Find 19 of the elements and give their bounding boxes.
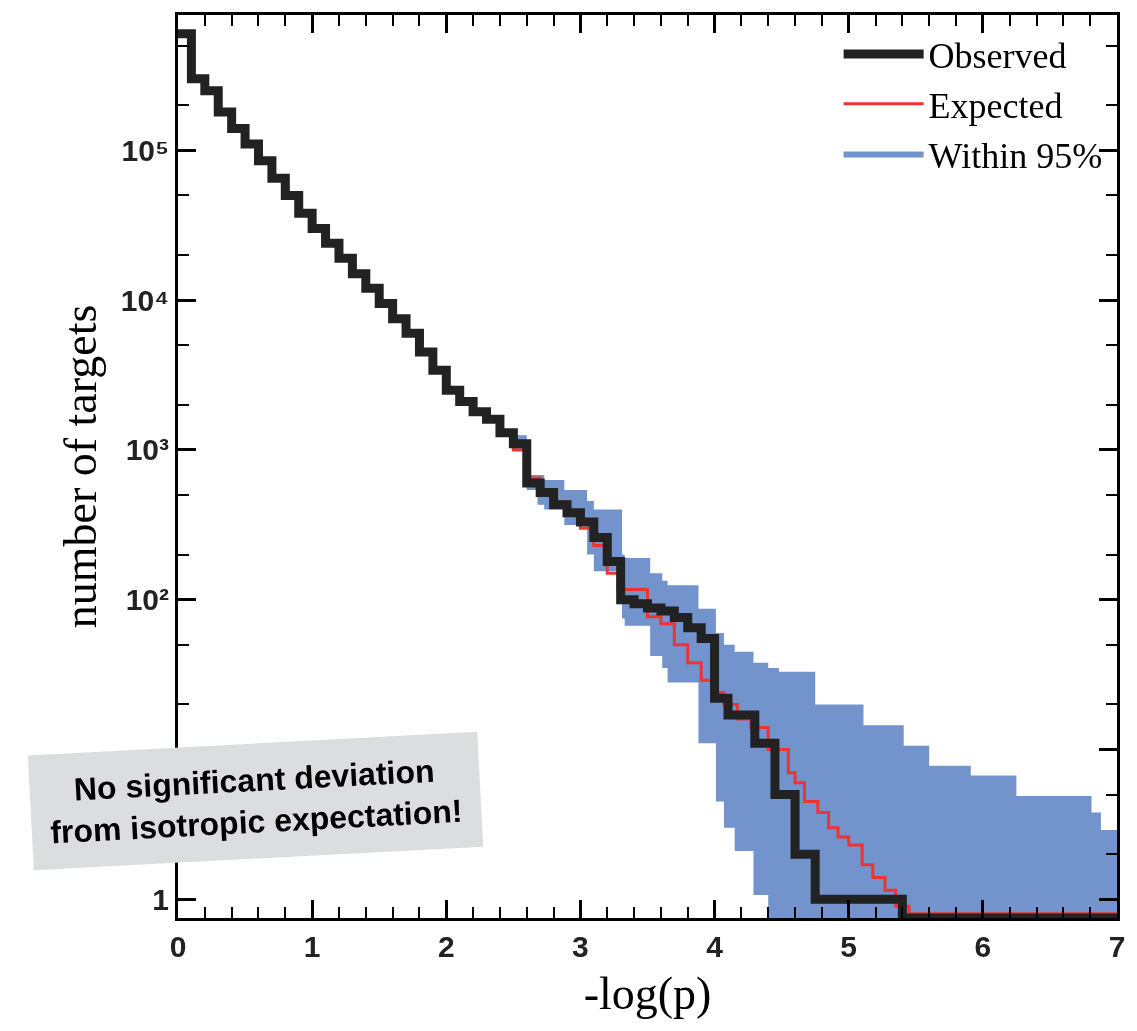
x-tick-label: 3 bbox=[572, 930, 589, 963]
x-tick-label: 1 bbox=[303, 930, 321, 963]
x-tick-label: 5 bbox=[840, 930, 858, 963]
legend-label: Observed bbox=[928, 35, 1067, 76]
x-tick-label: 0 bbox=[169, 930, 187, 963]
x-tick-label: 2 bbox=[437, 930, 455, 963]
x-tick-label: 6 bbox=[974, 930, 992, 963]
y-tick-label: 10⁵ bbox=[121, 133, 169, 167]
annotation: No significant deviation from isotropic expectation! bbox=[49, 752, 464, 851]
y-tick-label: 10⁴ bbox=[120, 283, 169, 317]
y-tick-label: 1 bbox=[152, 882, 169, 916]
legend-label: Within 95% bbox=[928, 135, 1103, 176]
x-tick-label: 4 bbox=[706, 930, 724, 963]
y-tick-label: 10³ bbox=[125, 433, 170, 467]
y-tick-label: 10² bbox=[125, 583, 170, 617]
x-axis-title: -log(p) bbox=[583, 967, 712, 1019]
x-tick-label: 7 bbox=[1108, 930, 1126, 963]
legend-label: Expected bbox=[928, 85, 1063, 126]
y-axis-title: number of targets bbox=[55, 304, 107, 629]
